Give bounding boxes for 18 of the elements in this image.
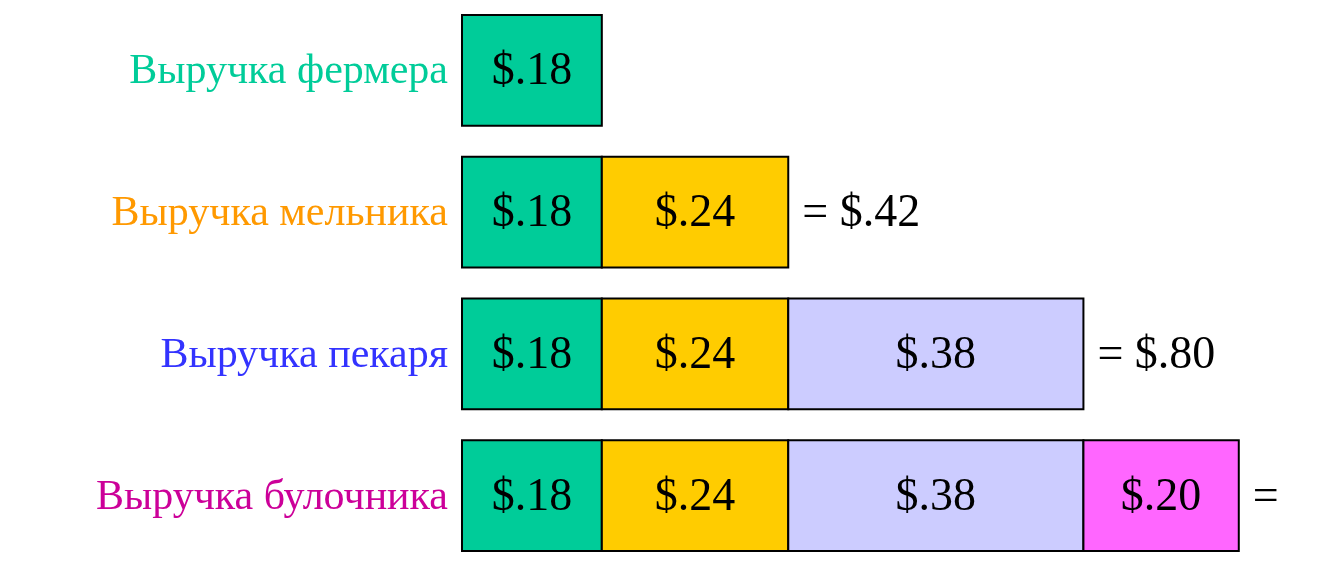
data-label: $.38 bbox=[895, 468, 977, 520]
total-label: = $.42 bbox=[802, 185, 921, 237]
data-label: $.18 bbox=[491, 468, 573, 520]
data-label: $.18 bbox=[491, 43, 573, 95]
y-tick-label: Выручка мельника bbox=[111, 188, 449, 235]
data-label: $.18 bbox=[491, 326, 573, 378]
total-label: = $.80 bbox=[1097, 326, 1216, 378]
data-label: $.18 bbox=[491, 185, 573, 237]
y-tick-label: Выручка пекаря bbox=[160, 329, 448, 376]
data-label: $.20 bbox=[1120, 468, 1202, 520]
bar bbox=[461, 14, 603, 127]
total-label: = bbox=[1252, 468, 1279, 520]
data-label: $.24 bbox=[654, 468, 736, 520]
y-tick-label: Выручка фермера bbox=[129, 46, 449, 93]
data-label: $.24 bbox=[654, 326, 736, 378]
data-label: $.24 bbox=[654, 185, 736, 237]
data-label: $.38 bbox=[895, 326, 977, 378]
y-tick-label: Выручка булочника bbox=[96, 471, 449, 518]
